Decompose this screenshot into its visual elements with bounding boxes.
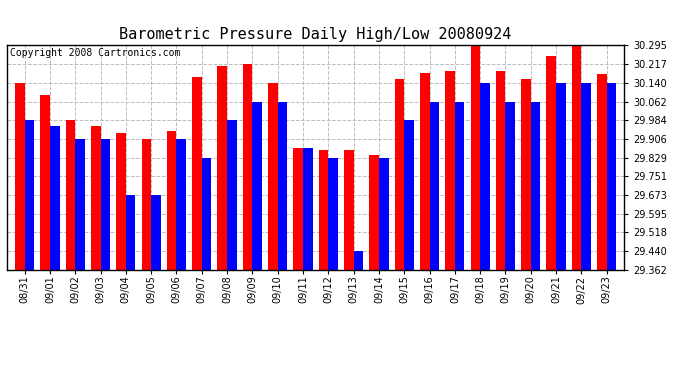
Bar bbox=[40, 95, 50, 270]
Bar bbox=[192, 77, 201, 270]
Bar bbox=[151, 195, 161, 270]
Bar bbox=[268, 83, 277, 270]
Bar bbox=[25, 120, 34, 270]
Bar bbox=[582, 83, 591, 270]
Bar bbox=[546, 56, 556, 270]
Bar bbox=[91, 126, 101, 270]
Bar bbox=[369, 155, 379, 270]
Bar bbox=[354, 251, 363, 270]
Bar bbox=[75, 139, 85, 270]
Bar bbox=[50, 126, 59, 270]
Bar bbox=[607, 83, 616, 270]
Bar bbox=[277, 102, 287, 270]
Bar bbox=[201, 158, 211, 270]
Bar bbox=[141, 139, 151, 270]
Bar bbox=[480, 83, 490, 270]
Bar bbox=[319, 150, 328, 270]
Bar bbox=[506, 102, 515, 270]
Bar bbox=[404, 120, 414, 270]
Bar bbox=[328, 158, 338, 270]
Bar bbox=[293, 148, 303, 270]
Bar bbox=[430, 102, 440, 270]
Bar bbox=[15, 83, 25, 270]
Bar bbox=[531, 102, 540, 270]
Bar bbox=[253, 102, 262, 270]
Bar bbox=[227, 120, 237, 270]
Bar bbox=[167, 131, 177, 270]
Text: Copyright 2008 Cartronics.com: Copyright 2008 Cartronics.com bbox=[10, 48, 180, 58]
Bar bbox=[66, 120, 75, 270]
Bar bbox=[556, 83, 566, 270]
Bar bbox=[445, 71, 455, 270]
Bar bbox=[379, 158, 388, 270]
Bar bbox=[101, 139, 110, 270]
Title: Barometric Pressure Daily High/Low 20080924: Barometric Pressure Daily High/Low 20080… bbox=[119, 27, 512, 42]
Bar bbox=[420, 73, 430, 270]
Bar bbox=[116, 134, 126, 270]
Bar bbox=[471, 45, 480, 270]
Bar bbox=[521, 79, 531, 270]
Bar bbox=[344, 150, 354, 270]
Bar bbox=[126, 195, 135, 270]
Bar bbox=[303, 148, 313, 270]
Bar bbox=[217, 66, 227, 270]
Bar bbox=[177, 139, 186, 270]
Bar bbox=[496, 71, 506, 270]
Bar bbox=[395, 79, 404, 270]
Bar bbox=[243, 63, 253, 270]
Bar bbox=[597, 74, 607, 270]
Bar bbox=[455, 102, 464, 270]
Bar bbox=[572, 45, 582, 270]
